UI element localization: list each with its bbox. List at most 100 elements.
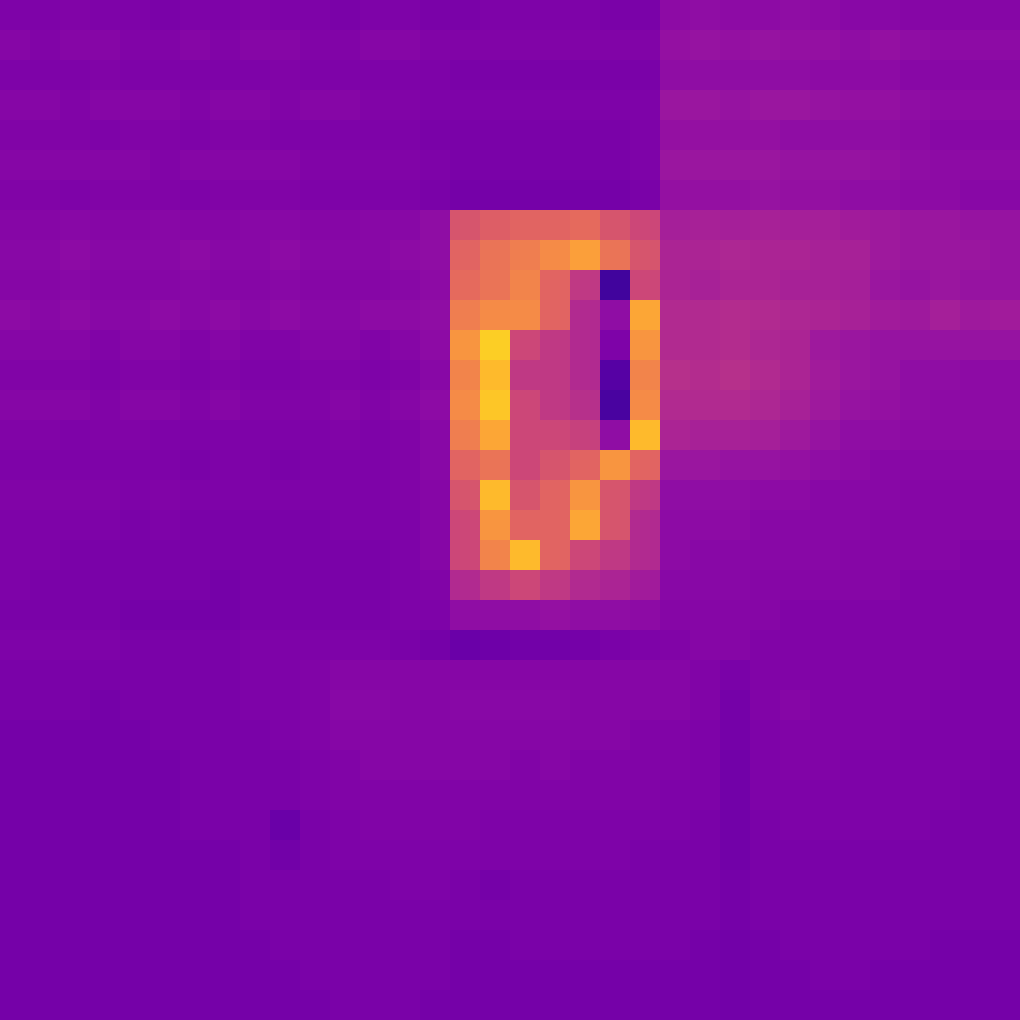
heat-cell [390,390,421,421]
heat-cell [630,690,661,721]
heat-cell [390,930,421,961]
heat-cell [210,300,241,331]
heat-cell [930,450,961,481]
heat-cell [600,810,631,841]
heat-cell [150,540,181,571]
heat-cell [900,810,931,841]
heat-cell [390,90,421,121]
heat-cell [600,510,631,541]
heat-cell [720,690,751,721]
heat-cell [240,990,271,1020]
heat-cell [270,930,301,961]
heat-cell [570,420,601,451]
heat-cell [330,720,361,751]
heat-cell [750,450,781,481]
heat-cell [660,120,691,151]
heat-cell [0,690,31,721]
heat-cell [300,900,331,931]
heat-cell [780,180,811,211]
heat-cell [510,780,541,811]
heat-cell [270,390,301,421]
heat-cell [360,720,391,751]
heat-cell [630,990,661,1020]
heat-cell [30,360,61,391]
heat-cell [60,270,91,301]
heat-cell [90,270,121,301]
heat-cell [570,870,601,901]
heat-cell [150,930,181,961]
heat-cell [630,330,661,361]
heat-cell [90,720,121,751]
heat-cell [120,990,151,1020]
heat-cell [480,360,511,391]
heat-cell [120,450,151,481]
heat-cell [750,150,781,181]
heat-cell [210,930,241,961]
heat-cell [870,870,901,901]
heat-cell [60,660,91,691]
heat-cell [150,210,181,241]
heat-cell [960,900,991,931]
heat-cell [0,990,31,1020]
heat-cell [330,930,361,961]
heat-cell [660,510,691,541]
heat-cell [840,330,871,361]
heat-cell [930,510,961,541]
heat-cell [180,420,211,451]
heat-cell [300,390,331,421]
heat-cell [480,810,511,841]
heat-cell [930,570,961,601]
heat-cell [150,60,181,91]
heat-cell [900,480,931,511]
heat-cell [510,450,541,481]
heat-cell [120,810,151,841]
heat-cell [960,870,991,901]
heat-cell [630,870,661,901]
heat-cell [360,930,391,961]
heat-cell [690,0,721,31]
heat-cell [120,840,151,871]
heat-cell [870,960,901,991]
heat-cell [90,90,121,121]
heat-cell [990,360,1020,391]
heat-cell [450,90,481,121]
heat-cell [750,360,781,391]
heat-cell [600,180,631,211]
heat-cell [810,840,841,871]
heat-cell [150,870,181,901]
heat-cell [900,780,931,811]
heat-cell [360,660,391,691]
heat-cell [960,120,991,151]
heat-cell [0,600,31,631]
heat-cell [900,600,931,631]
heat-cell [630,480,661,511]
heat-cell [330,450,361,481]
heat-cell [510,990,541,1020]
heat-cell [540,210,571,241]
heat-cell [0,90,31,121]
heat-cell [780,30,811,61]
heat-cell [270,510,301,541]
heat-cell [150,810,181,841]
heat-cell [720,120,751,151]
heat-cell [810,90,841,121]
heat-cell [360,870,391,901]
heat-cell [90,960,121,991]
heat-cell [720,180,751,211]
heat-cell [480,30,511,61]
heat-cell [660,480,691,511]
heat-cell [210,690,241,721]
heat-cell [780,870,811,901]
heat-cell [0,330,31,361]
heat-cell [510,870,541,901]
heat-cell [960,840,991,871]
heat-cell [300,780,331,811]
heat-cell [60,990,91,1020]
heat-cell [270,570,301,601]
heat-cell [600,960,631,991]
heat-cell [570,630,601,661]
heat-cell [450,420,481,451]
heat-cell [360,540,391,571]
heat-cell [960,450,991,481]
heat-cell [900,180,931,211]
